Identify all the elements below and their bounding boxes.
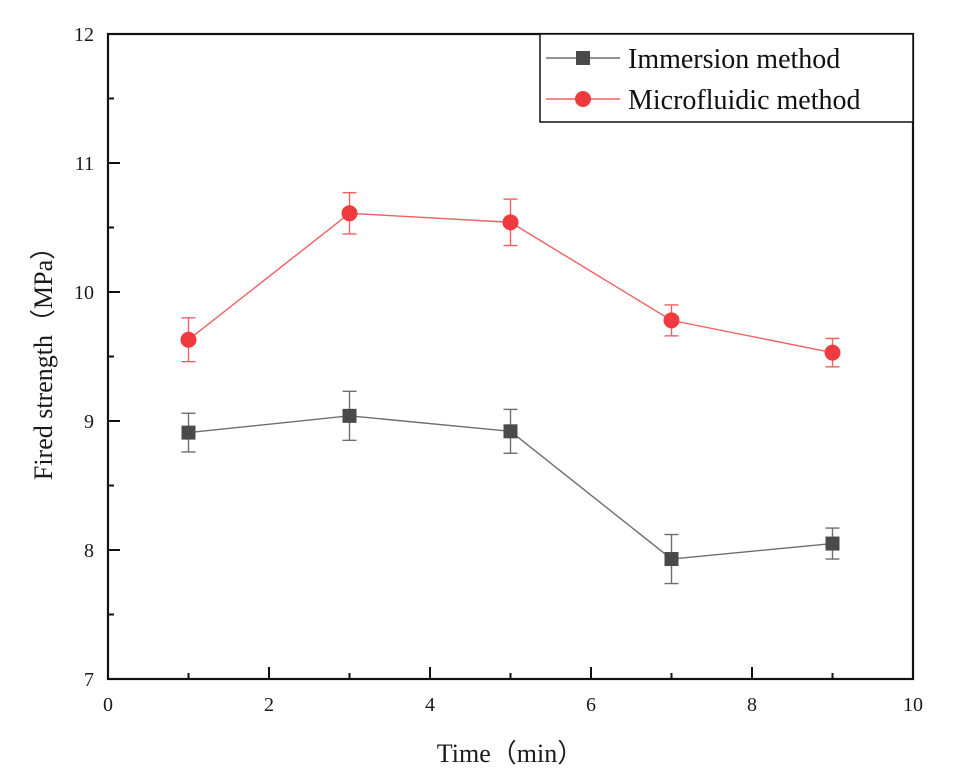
x-tick-label: 8	[747, 694, 757, 716]
x-tick-label: 2	[264, 694, 274, 716]
axes-layer: 0 2 4 6 8 10 7 8 9 10 11 12	[74, 24, 923, 716]
y-tick-label: 10	[74, 282, 94, 304]
legend-entry: Immersion method	[546, 44, 840, 75]
data-point	[181, 425, 196, 440]
y-tick-label: 7	[84, 669, 94, 691]
legend-box	[539, 33, 914, 123]
x-tick-label: 0	[103, 694, 113, 716]
x-tick-label: 6	[586, 694, 596, 716]
y-tick-label: 11	[75, 153, 94, 175]
data-point	[825, 536, 840, 551]
x-axis-title: Time（min）	[437, 739, 583, 768]
legend-marker-circle	[575, 91, 591, 107]
legend-label: Immersion method	[628, 44, 840, 75]
y-tick-label: 12	[74, 24, 94, 46]
plot-frame	[106, 32, 915, 681]
legend-entry: Microfluidic method	[546, 85, 861, 116]
data-point	[502, 214, 519, 231]
legend-label: Microfluidic method	[628, 85, 861, 116]
data-point	[342, 408, 357, 423]
series-layer	[180, 191, 841, 585]
data-point	[341, 205, 358, 222]
series-microfluidic-method	[180, 191, 841, 368]
data-point	[503, 424, 518, 439]
data-point	[663, 312, 680, 329]
legend: Immersion method Microfluidic method	[539, 33, 914, 123]
y-axis-title: Fired strength（MPa）	[29, 234, 58, 480]
data-point	[180, 331, 197, 348]
y-tick-label: 8	[84, 540, 94, 562]
legend-marker-square	[576, 51, 590, 65]
x-tick-label: 10	[903, 694, 923, 716]
x-tick-label: 4	[425, 694, 435, 716]
data-point	[824, 344, 841, 361]
data-point	[664, 552, 679, 567]
y-tick-label: 9	[84, 411, 94, 433]
series-immersion-method	[181, 390, 840, 585]
